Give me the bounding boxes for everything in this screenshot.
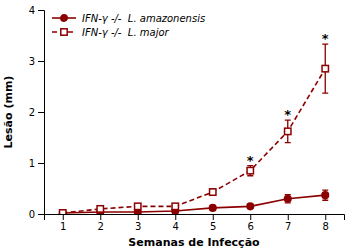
x-tick-mark bbox=[175, 214, 176, 220]
x-axis: 1 2 3 4 5 6 7 8 bbox=[45, 214, 345, 232]
y-axis-line bbox=[38, 11, 45, 215]
y-tick: 4 bbox=[29, 5, 44, 16]
data-point bbox=[209, 205, 216, 212]
x-tick-mark bbox=[325, 214, 326, 220]
y-tick-label: 1 bbox=[29, 158, 35, 169]
significance-marker: * bbox=[284, 107, 291, 122]
y-tick-mark bbox=[38, 10, 44, 11]
data-point bbox=[60, 210, 66, 214]
x-tick: 8 bbox=[323, 214, 329, 232]
y-tick: 0 bbox=[29, 209, 44, 220]
y-axis: 0 1 2 3 4 bbox=[29, 5, 45, 220]
x-tick: 2 bbox=[98, 214, 104, 232]
series-line bbox=[63, 195, 326, 213]
plot-area: 1 2 3 4 5 6 7 8 0 1 2 3 4 Semanas de Infecção Lesão (m… bbox=[2, 5, 345, 249]
x-tick: 6 bbox=[248, 214, 254, 232]
chart-container: 1 2 3 4 5 6 7 8 0 1 2 3 4 Semanas de Infecção Lesão (m… bbox=[0, 0, 358, 252]
y-tick: 3 bbox=[29, 56, 44, 67]
x-tick-mark bbox=[288, 214, 289, 220]
y-tick-label: 4 bbox=[29, 5, 35, 16]
x-axis-line bbox=[45, 215, 345, 221]
chart-svg: 1 2 3 4 5 6 7 8 0 1 2 3 4 Semanas de Infecção Lesão (m… bbox=[0, 0, 358, 252]
y-tick-mark bbox=[38, 61, 44, 62]
error-bar bbox=[210, 189, 216, 195]
y-tick-label: 3 bbox=[29, 56, 35, 67]
x-tick: 1 bbox=[60, 214, 66, 232]
y-tick-mark bbox=[38, 112, 44, 113]
x-tick-mark bbox=[250, 214, 251, 220]
error-bar bbox=[135, 204, 141, 209]
x-axis-title: Semanas de Infecção bbox=[128, 236, 260, 249]
y-axis-title: Lesão (mm) bbox=[2, 76, 15, 149]
x-tick-label: 8 bbox=[323, 221, 329, 232]
x-tick-label: 7 bbox=[285, 221, 291, 232]
x-tick-label: 2 bbox=[98, 221, 104, 232]
x-tick-mark bbox=[63, 214, 64, 220]
x-tick: 3 bbox=[135, 214, 141, 232]
annotations: * * * bbox=[247, 31, 329, 167]
y-tick: 2 bbox=[29, 107, 44, 118]
data-point bbox=[172, 203, 178, 209]
data-point bbox=[210, 189, 216, 195]
data-point bbox=[284, 195, 291, 202]
x-tick: 7 bbox=[285, 214, 291, 232]
x-tick-label: 1 bbox=[60, 221, 66, 232]
x-tick-mark bbox=[100, 214, 101, 220]
data-point bbox=[247, 167, 253, 173]
data-point bbox=[322, 65, 328, 71]
legend-item: IFN-γ -/- L. major bbox=[52, 27, 170, 38]
error-bar bbox=[285, 195, 291, 203]
x-tick-label: 3 bbox=[135, 221, 141, 232]
y-tick-mark bbox=[38, 214, 44, 215]
significance-marker: * bbox=[247, 153, 254, 168]
series-line bbox=[63, 69, 326, 213]
data-point bbox=[247, 203, 254, 210]
y-tick-label: 2 bbox=[29, 107, 35, 118]
data-point bbox=[285, 128, 291, 134]
legend-item: IFN-γ -/- L. amazonensis bbox=[52, 13, 205, 24]
legend-label: IFN-γ -/- L. major bbox=[82, 27, 170, 38]
legend-swatch-marker bbox=[61, 15, 67, 21]
y-tick-mark bbox=[38, 163, 44, 164]
x-tick-mark bbox=[213, 214, 214, 220]
legend-swatch-marker bbox=[61, 29, 67, 35]
significance-marker: * bbox=[322, 31, 329, 46]
x-tick-label: 4 bbox=[173, 221, 179, 232]
legend-label: IFN-γ -/- L. amazonensis bbox=[82, 13, 205, 24]
error-bar bbox=[322, 44, 328, 93]
y-tick-label: 0 bbox=[29, 209, 35, 220]
x-tick-label: 6 bbox=[248, 221, 254, 232]
data-point bbox=[135, 203, 141, 209]
marks bbox=[59, 44, 328, 214]
legend: IFN-γ -/- L. amazonensis IFN-γ -/- L. maj… bbox=[52, 13, 205, 38]
x-tick: 5 bbox=[210, 214, 216, 232]
error-bar bbox=[322, 190, 328, 200]
error-bar bbox=[285, 120, 291, 142]
x-tick-mark bbox=[138, 214, 139, 220]
x-tick-label: 5 bbox=[210, 221, 216, 232]
y-tick: 1 bbox=[29, 158, 44, 169]
x-tick: 4 bbox=[173, 214, 179, 232]
data-point bbox=[59, 210, 66, 214]
data-point bbox=[322, 192, 329, 199]
data-point bbox=[97, 206, 103, 212]
